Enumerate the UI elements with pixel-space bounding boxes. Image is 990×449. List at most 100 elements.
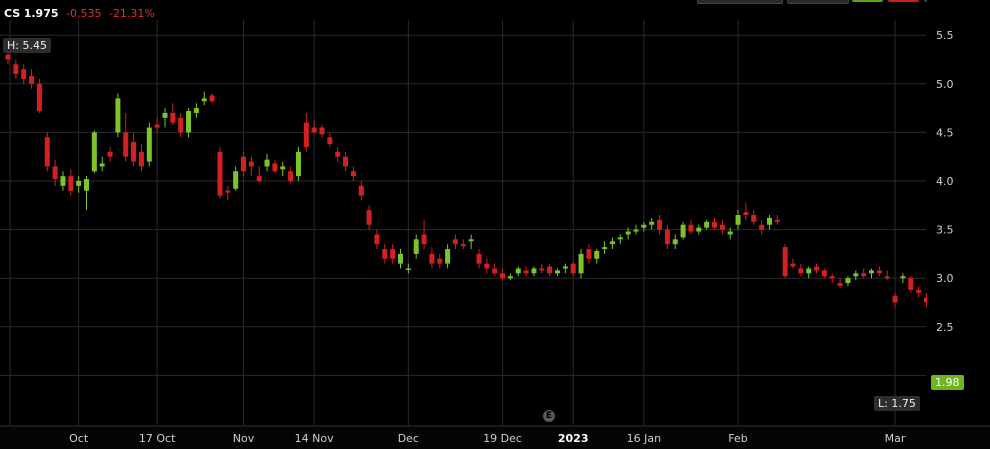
candle [201, 91, 207, 106]
candle [36, 78, 42, 113]
candle-body [719, 224, 725, 230]
candle-body [272, 163, 278, 172]
candle [657, 215, 663, 235]
candle [468, 234, 474, 250]
candle [288, 166, 294, 183]
candle [154, 117, 160, 133]
toolbar-input[interactable] [697, 0, 783, 4]
x-tick-label: Nov [233, 432, 255, 445]
candle-body [649, 221, 655, 225]
candle [547, 263, 553, 277]
candle-body [327, 137, 333, 145]
candle [60, 171, 66, 191]
candle [861, 268, 867, 279]
candle-body [806, 268, 812, 274]
candle-body [735, 215, 741, 225]
candle [452, 234, 458, 250]
candle [515, 266, 521, 277]
candle-body [774, 219, 780, 222]
candle-body [617, 237, 623, 240]
candle [421, 219, 427, 250]
candle [900, 273, 906, 284]
candle [186, 108, 192, 138]
candle-body [476, 253, 482, 264]
toolbar-dropdown[interactable] [787, 0, 849, 4]
candle-body [21, 69, 27, 79]
candle [696, 224, 702, 235]
y-tick-label: 5.0 [936, 78, 954, 91]
candle-body [115, 98, 121, 133]
candle-body [193, 108, 199, 113]
candle [688, 219, 694, 235]
candle-body [751, 215, 757, 222]
candle [146, 122, 152, 167]
candle [264, 153, 270, 172]
candle [445, 244, 451, 269]
candle [107, 146, 113, 162]
candle-body [782, 247, 788, 277]
candle-body [154, 124, 160, 128]
x-tick-label: Mar [885, 432, 906, 445]
candle-body [303, 122, 309, 147]
x-axis-panel [0, 426, 990, 449]
candle-body [233, 171, 239, 189]
candle [759, 219, 765, 235]
candle [869, 268, 874, 279]
candle-body [814, 266, 820, 271]
y-tick-label: 3.0 [936, 272, 954, 285]
candle [523, 266, 529, 277]
x-axis: Oct 17 Oct Nov 14 Nov Dec 19 Dec 2023 16 Jan Feb… [0, 425, 990, 449]
candle [413, 234, 419, 259]
candle-body [547, 266, 553, 274]
candle [76, 176, 82, 193]
candle-body [578, 253, 584, 274]
candle [837, 278, 843, 288]
high-tag: H: 5.45 [3, 38, 51, 53]
candle [704, 219, 710, 230]
low-tag: L: 1.75 [874, 396, 920, 411]
candle [429, 247, 435, 269]
candle [845, 276, 851, 286]
y-axis-panel [927, 0, 990, 449]
candle [21, 64, 27, 84]
candle-body [625, 231, 631, 235]
candle [916, 285, 922, 298]
candle-body [923, 297, 929, 303]
candle-body [790, 263, 796, 267]
candle [751, 210, 757, 225]
candle [280, 161, 286, 177]
candle-body [507, 276, 513, 279]
candle-body [358, 185, 364, 196]
candle [782, 244, 788, 279]
buy-button[interactable] [852, 0, 883, 2]
candle-body [5, 54, 11, 60]
candle-body [484, 263, 490, 269]
candle-body [311, 127, 317, 133]
candles [5, 49, 961, 400]
candle [853, 270, 859, 281]
candle [774, 215, 780, 225]
candle [68, 169, 74, 196]
candle-body [869, 270, 874, 274]
candle [884, 270, 890, 281]
candle-body [829, 276, 835, 279]
candle-body [107, 151, 113, 157]
candle [492, 263, 498, 277]
candle [295, 146, 301, 181]
candle-body [884, 276, 890, 279]
candle-body [186, 111, 192, 133]
candle-body [84, 179, 89, 191]
earnings-icon[interactable]: E [543, 410, 555, 422]
sell-button[interactable] [888, 0, 919, 2]
candle [170, 103, 176, 125]
candle-body [743, 212, 749, 216]
candle-body [29, 76, 35, 84]
candle-body [688, 224, 694, 232]
candle [405, 263, 411, 274]
candle [743, 202, 749, 220]
candle [790, 258, 796, 269]
candle-body [170, 112, 176, 123]
candle [821, 268, 827, 279]
candle-body [657, 219, 663, 230]
